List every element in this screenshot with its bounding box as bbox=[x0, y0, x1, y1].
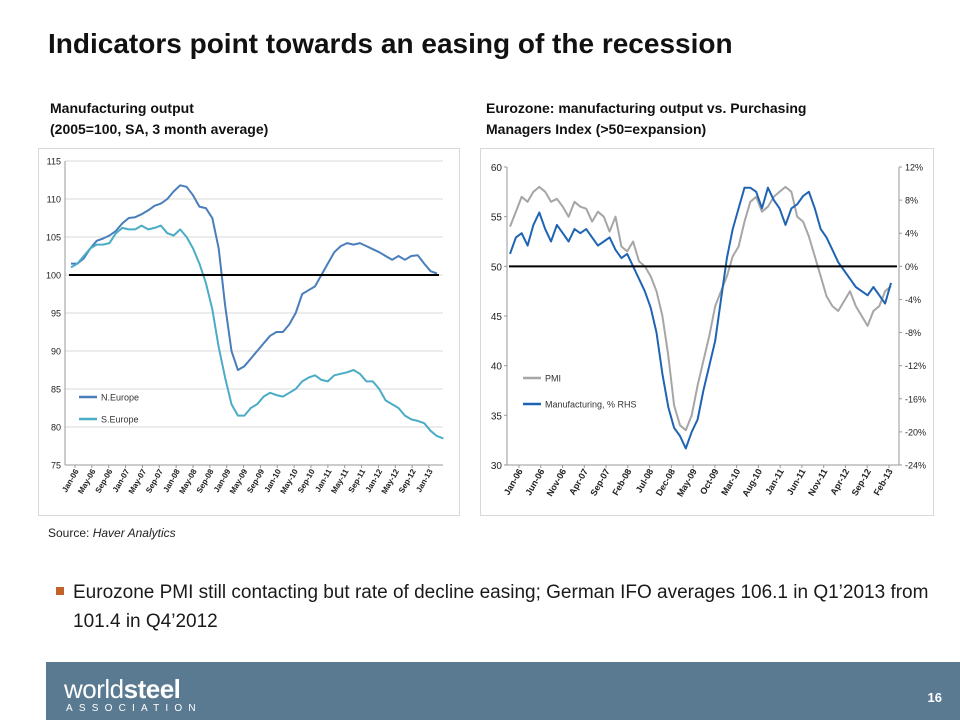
right-x-tick-label: Jan-06 bbox=[502, 467, 525, 497]
right-legend-label: Manufacturing, % RHS bbox=[545, 400, 637, 410]
right-x-tick-label: May-09 bbox=[675, 467, 699, 498]
right-x-tick-label: Feb-08 bbox=[610, 467, 633, 497]
right-right-y-tick-label: 0% bbox=[905, 262, 918, 272]
left-y-tick-label: 95 bbox=[51, 309, 61, 319]
right-legend-label: PMI bbox=[545, 374, 561, 384]
logo-subtext: ASSOCIATION bbox=[66, 703, 202, 714]
left-y-tick-label: 100 bbox=[46, 271, 61, 281]
right-series-line-pmi bbox=[509, 185, 892, 432]
right-right-y-tick-label: 8% bbox=[905, 196, 918, 206]
right-left-y-tick-label: 55 bbox=[491, 213, 503, 224]
right-right-y-tick-label: -20% bbox=[905, 427, 926, 437]
right-chart-title-line2: Managers Index (>50=expansion) bbox=[486, 121, 707, 137]
left-y-tick-label: 80 bbox=[51, 423, 61, 433]
left-y-tick-label: 105 bbox=[46, 233, 61, 243]
right-right-y-tick-label: 4% bbox=[905, 229, 918, 239]
left-x-tick-label: Jan-13 bbox=[414, 467, 435, 494]
left-y-tick-label: 115 bbox=[47, 157, 61, 167]
right-right-y-tick-label: -24% bbox=[905, 461, 926, 471]
right-left-y-tick-label: 50 bbox=[491, 262, 503, 273]
right-x-tick-label: Sep-07 bbox=[588, 467, 611, 498]
bullet-marker bbox=[56, 587, 64, 595]
logo-text-bold: steel bbox=[123, 674, 181, 704]
right-x-tick-label: Feb-13 bbox=[872, 467, 895, 497]
left-series-line-s-europe bbox=[70, 224, 444, 440]
right-right-y-tick-label: -8% bbox=[905, 328, 921, 338]
right-x-tick-label: Nov-11 bbox=[806, 467, 829, 498]
left-y-tick-label: 85 bbox=[51, 385, 61, 395]
right-left-y-tick-label: 30 bbox=[491, 461, 503, 472]
footer-bar: worldsteel ASSOCIATION 16 bbox=[46, 662, 960, 720]
right-right-y-tick-label: 12% bbox=[905, 163, 923, 173]
right-chart-panel: 30 35 40 45 50 55 60 -24% -20% -16% -12% -8% -4% 0% 4%… bbox=[480, 148, 934, 516]
right-right-y-tick-label: -4% bbox=[905, 295, 921, 305]
left-y-tick-label: 75 bbox=[51, 461, 61, 471]
left-x-tick-label: Sep-10 bbox=[296, 467, 317, 495]
bullet-point: Eurozone PMI still contacting but rate o… bbox=[56, 578, 936, 636]
right-x-tick-label: Jun-06 bbox=[523, 467, 546, 497]
right-x-tick-label: Dec-08 bbox=[654, 467, 677, 498]
right-right-y-tick-label: -16% bbox=[905, 394, 926, 404]
left-chart-title-line2: (2005=100, SA, 3 month average) bbox=[50, 121, 269, 137]
right-x-tick-label: Apr-12 bbox=[828, 467, 851, 497]
right-chart-title: Eurozone: manufacturing output vs. Purch… bbox=[486, 98, 806, 140]
right-x-tick-label: Aug-10 bbox=[740, 467, 764, 498]
bullet-text: Eurozone PMI still contacting but rate o… bbox=[73, 582, 929, 632]
left-y-tick-label: 110 bbox=[47, 195, 61, 205]
right-chart: 30 35 40 45 50 55 60 -24% -20% -16% -12% -8% -4% 0% 4%… bbox=[491, 163, 926, 499]
right-x-tick-label: Mar-10 bbox=[719, 467, 742, 497]
right-x-tick-label: Jul-08 bbox=[634, 467, 656, 495]
left-series-line-n-europe bbox=[71, 184, 438, 371]
left-chart-panel: 75 80 85 90 95 100 105 110 115 Jan-06 May-06 Sep-06… bbox=[38, 148, 460, 516]
right-left-y-tick-label: 60 bbox=[491, 163, 503, 174]
right-x-tick-label: Nov-06 bbox=[545, 467, 569, 498]
left-chart: 7580859095100105110115Jan-06May-06Sep-06… bbox=[46, 157, 444, 495]
left-chart-title: Manufacturing output (2005=100, SA, 3 mo… bbox=[50, 98, 268, 140]
source-name: Haver Analytics bbox=[92, 526, 176, 540]
logo-text-light: world bbox=[64, 674, 124, 704]
right-left-y-tick-label: 45 bbox=[491, 312, 503, 323]
right-x-tick-label: Jun-11 bbox=[785, 467, 808, 497]
right-chart-title-line1: Eurozone: manufacturing output vs. Purch… bbox=[486, 100, 807, 116]
right-x-tick-label: Sep-12 bbox=[850, 467, 873, 498]
source-prefix: Source: bbox=[48, 526, 93, 540]
right-series-line-manufacturing-rhs bbox=[509, 186, 892, 450]
left-legend-label: N.Europe bbox=[101, 393, 139, 403]
right-x-tick-label: Apr-07 bbox=[567, 467, 590, 497]
left-y-tick-label: 90 bbox=[51, 347, 61, 357]
right-right-y-tick-label: -12% bbox=[905, 361, 926, 371]
source-note: Source: Haver Analytics bbox=[48, 526, 176, 540]
right-x-tick-label: Jan-11 bbox=[763, 467, 786, 496]
right-left-y-tick-label: 35 bbox=[491, 411, 503, 422]
right-left-y-tick-label: 40 bbox=[491, 362, 503, 373]
page-number: 16 bbox=[927, 690, 942, 705]
left-chart-title-line1: Manufacturing output bbox=[50, 100, 194, 116]
worldsteel-logo: worldsteel ASSOCIATION bbox=[64, 676, 202, 714]
right-x-tick-label: Oct-09 bbox=[698, 467, 721, 496]
slide-title: Indicators point towards an easing of th… bbox=[48, 28, 733, 59]
left-legend-label: S.Europe bbox=[101, 415, 139, 425]
